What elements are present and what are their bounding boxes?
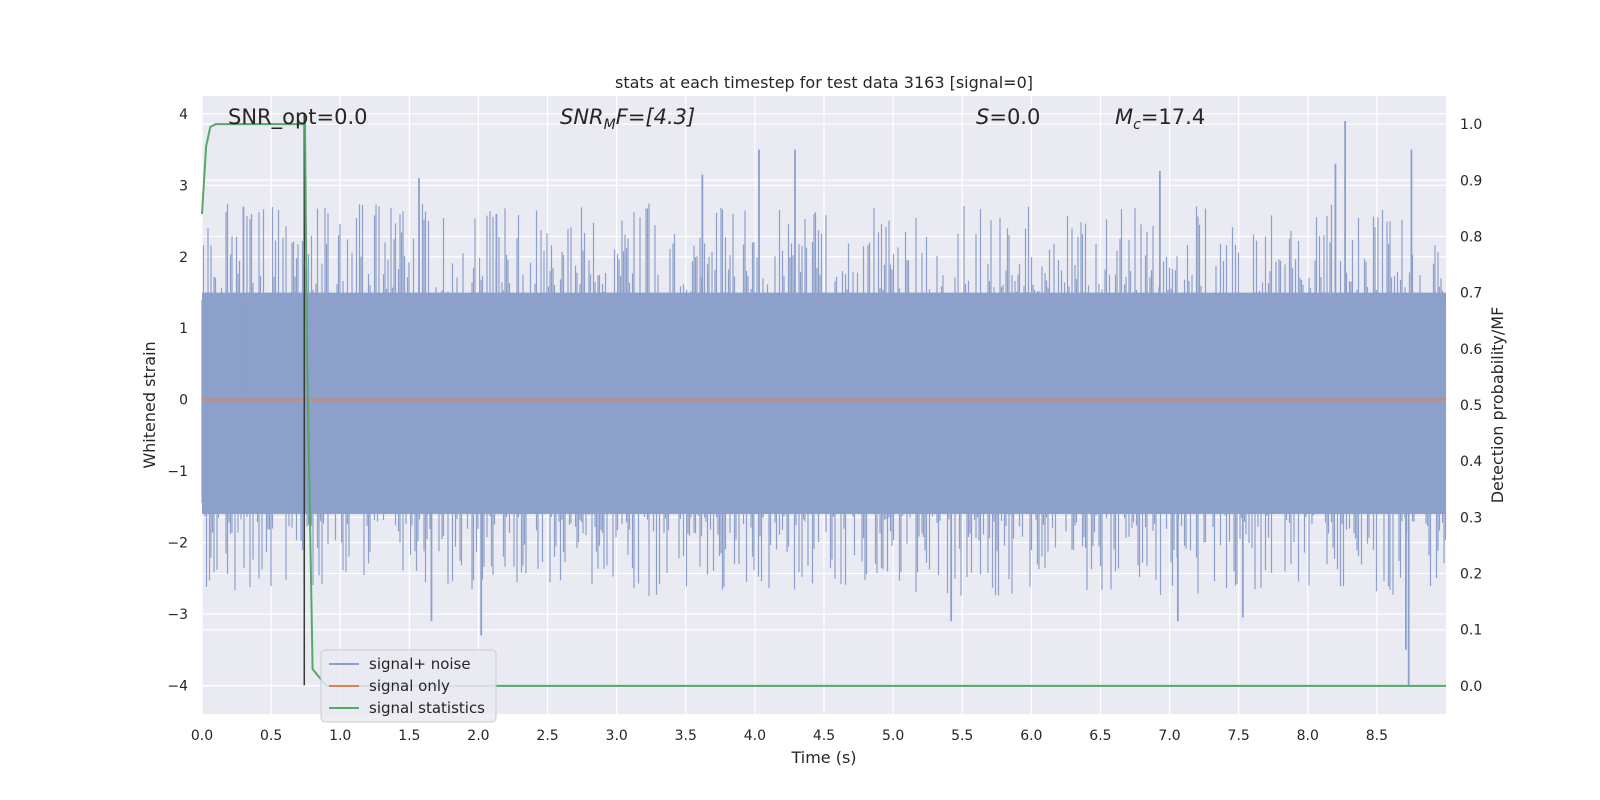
annotation-mc: Mc=17.4 [1115, 105, 1205, 133]
annotation-snr-opt: SNR_opt=0.0 [228, 105, 368, 130]
y2-axis-label: Detection probability/MF [1488, 307, 1507, 504]
y2-tick-label: 0.5 [1460, 398, 1482, 414]
y2-tick-label: 0.1 [1460, 623, 1482, 639]
annotation-mc-main: M [1115, 105, 1133, 129]
y2-tick-label: 0.0 [1460, 679, 1482, 695]
legend-label: signal only [369, 677, 450, 695]
x-tick-label: 3.5 [675, 728, 697, 744]
x-tick-label: 4.0 [744, 728, 766, 744]
tick-labels: 0.0 0.5 1.0 1.5 2.0 2.5 3.0 3.5 4.0 4.5 5.0 5.5 6.0 6… [167, 107, 1482, 744]
y2-tick-label: 0.7 [1460, 286, 1482, 302]
x-tick-label: 4.5 [813, 728, 835, 744]
x-tick-label: 8.0 [1297, 728, 1319, 744]
x-tick-label: 3.0 [606, 728, 628, 744]
y-tick-label: 2 [179, 250, 188, 266]
x-tick-label: 1.0 [329, 728, 351, 744]
x-tick-label: 0.5 [260, 728, 282, 744]
y-tick-label: 1 [179, 321, 188, 337]
y2-tick-label: 0.8 [1460, 229, 1482, 245]
legend-label: signal+ noise [369, 655, 471, 673]
y-tick-label: 0 [179, 393, 188, 409]
y-tick-label: 4 [179, 107, 188, 123]
annotation-snr-mf: SNRMF=[4.3] [560, 105, 695, 133]
y-tick-label: −4 [167, 678, 188, 694]
noise-upper-trace [201, 203, 1447, 400]
x-tick-label: 7.5 [1228, 728, 1250, 744]
noise-lower-trace [201, 399, 1447, 596]
annotation-mc-value: =17.4 [1141, 105, 1205, 129]
annotations: SNR_opt=0.0 SNRMF=[4.3] S=0.0 Mc=17.4 [228, 105, 1205, 133]
y2-tick-label: 0.6 [1460, 342, 1482, 358]
noise-series [201, 121, 1447, 686]
annotation-snr-mf-rest: F=[4.3] [616, 105, 695, 129]
legend-label: signal statistics [369, 699, 485, 717]
y-axis-label: Whitened strain [140, 341, 159, 468]
signal-statistics-line [201, 123, 1446, 687]
lines-layer [201, 113, 1446, 687]
y-tick-label: 3 [179, 178, 188, 194]
x-tick-label: 0.0 [191, 728, 213, 744]
annotation-s-value: =0.0 [989, 105, 1040, 129]
x-tick-label: 6.0 [1020, 728, 1042, 744]
y-tick-label: −2 [167, 536, 188, 552]
annotation-mc-sub: c [1133, 117, 1141, 133]
annotation-s-main: S [976, 105, 989, 129]
x-axis-label: Time (s) [790, 748, 856, 767]
x-tick-label: 5.0 [882, 728, 904, 744]
annotation-snr-mf-sub: M [604, 117, 616, 133]
y2-tick-label: 0.3 [1460, 510, 1482, 526]
x-tick-label: 5.5 [951, 728, 973, 744]
annotation-s: S=0.0 [976, 105, 1040, 129]
y-tick-label: −3 [167, 607, 188, 623]
chart-title: stats at each timestep for test data 316… [615, 73, 1033, 92]
x-tick-label: 8.5 [1366, 728, 1388, 744]
legend: signal+ noise signal only signal statistic… [320, 649, 497, 723]
x-tick-label: 2.0 [467, 728, 489, 744]
y2-tick-label: 0.2 [1460, 567, 1482, 583]
x-tick-label: 7.0 [1158, 728, 1180, 744]
x-tick-label: 2.5 [536, 728, 558, 744]
y2-tick-label: 0.4 [1460, 454, 1482, 470]
legend-box [320, 649, 497, 723]
x-tick-label: 1.5 [398, 728, 420, 744]
annotation-snr-mf-main: SNR [560, 105, 604, 129]
y2-tick-label: 1.0 [1460, 117, 1482, 133]
y-tick-label: −1 [167, 464, 188, 480]
y2-tick-label: 0.9 [1460, 173, 1482, 189]
x-tick-label: 6.5 [1089, 728, 1111, 744]
